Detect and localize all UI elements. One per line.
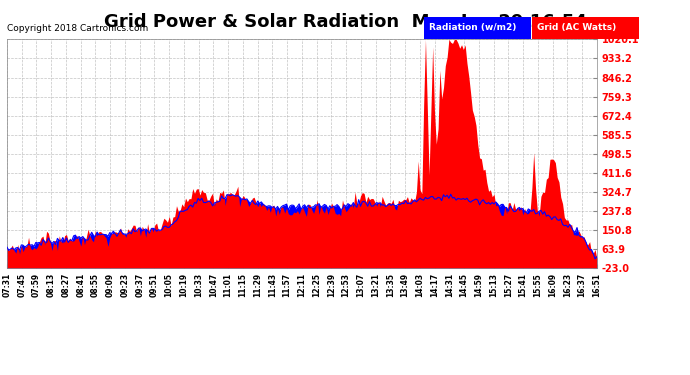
Text: Radiation (w/m2): Radiation (w/m2) (429, 23, 517, 32)
Text: Copyright 2018 Cartronics.com: Copyright 2018 Cartronics.com (7, 24, 148, 33)
Text: Grid Power & Solar Radiation  Mon Jan 29 16:54: Grid Power & Solar Radiation Mon Jan 29 … (104, 13, 586, 31)
Text: Grid (AC Watts): Grid (AC Watts) (537, 23, 616, 32)
